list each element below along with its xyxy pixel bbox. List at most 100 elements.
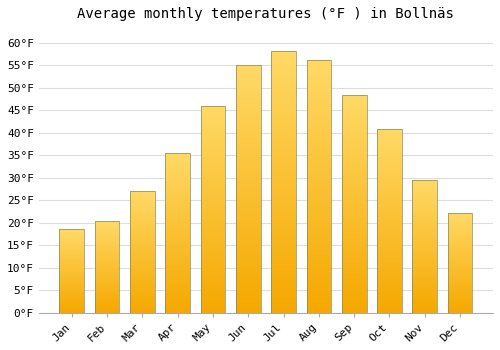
Bar xyxy=(377,294,402,296)
Bar xyxy=(60,284,84,285)
Bar xyxy=(342,127,366,130)
Bar xyxy=(60,230,84,231)
Bar xyxy=(200,186,226,188)
Bar xyxy=(306,60,331,313)
Bar xyxy=(306,156,331,159)
Bar xyxy=(271,263,296,266)
Bar xyxy=(200,248,226,251)
Bar xyxy=(306,212,331,214)
Bar xyxy=(271,195,296,197)
Bar xyxy=(306,159,331,161)
Bar xyxy=(412,181,437,182)
Bar xyxy=(448,298,472,299)
Bar xyxy=(377,311,402,313)
Bar xyxy=(166,282,190,284)
Bar xyxy=(60,256,84,257)
Bar xyxy=(166,295,190,297)
Bar xyxy=(130,309,155,310)
Bar xyxy=(94,261,120,262)
Bar xyxy=(377,142,402,144)
Bar xyxy=(271,119,296,122)
Bar xyxy=(306,68,331,70)
Bar xyxy=(60,244,84,245)
Bar xyxy=(130,255,155,257)
Bar xyxy=(166,270,190,271)
Bar xyxy=(166,308,190,309)
Bar xyxy=(166,243,190,244)
Bar xyxy=(342,130,366,132)
Bar xyxy=(448,281,472,282)
Bar xyxy=(236,266,260,268)
Bar xyxy=(236,134,260,137)
Bar xyxy=(60,264,84,265)
Bar xyxy=(60,265,84,266)
Bar xyxy=(412,292,437,293)
Bar xyxy=(94,246,120,247)
Bar xyxy=(342,265,366,267)
Bar xyxy=(200,139,226,141)
Bar xyxy=(236,256,260,258)
Bar xyxy=(271,310,296,313)
Bar xyxy=(412,307,437,309)
Bar xyxy=(236,80,260,82)
Bar xyxy=(200,273,226,275)
Bar xyxy=(60,262,84,264)
Bar xyxy=(377,156,402,158)
Bar xyxy=(377,138,402,140)
Bar xyxy=(271,130,296,132)
Bar xyxy=(130,277,155,279)
Bar xyxy=(342,152,366,154)
Bar xyxy=(200,170,226,172)
Bar xyxy=(200,118,226,120)
Bar xyxy=(200,136,226,139)
Bar xyxy=(166,309,190,311)
Bar xyxy=(60,267,84,268)
Bar xyxy=(60,286,84,287)
Bar xyxy=(342,108,366,110)
Bar xyxy=(236,263,260,266)
Bar xyxy=(412,187,437,188)
Bar xyxy=(236,107,260,110)
Bar xyxy=(306,300,331,302)
Bar xyxy=(200,193,226,195)
Bar xyxy=(166,231,190,233)
Bar xyxy=(306,133,331,136)
Bar xyxy=(94,268,120,269)
Bar xyxy=(166,201,190,203)
Bar xyxy=(412,213,437,214)
Bar xyxy=(342,291,366,293)
Bar xyxy=(200,234,226,236)
Bar xyxy=(236,72,260,75)
Bar xyxy=(130,221,155,222)
Bar xyxy=(448,247,472,248)
Bar xyxy=(377,303,402,305)
Bar xyxy=(412,241,437,242)
Bar xyxy=(342,273,366,275)
Bar xyxy=(200,110,226,112)
Bar xyxy=(94,264,120,265)
Bar xyxy=(412,249,437,250)
Bar xyxy=(412,247,437,249)
Bar xyxy=(271,255,296,258)
Bar xyxy=(166,174,190,176)
Bar xyxy=(236,65,260,313)
Bar xyxy=(130,211,155,212)
Bar xyxy=(306,280,331,282)
Bar xyxy=(130,295,155,297)
Bar xyxy=(236,105,260,107)
Bar xyxy=(60,307,84,308)
Bar xyxy=(271,226,296,229)
Bar xyxy=(412,290,437,292)
Bar xyxy=(306,88,331,90)
Bar xyxy=(200,120,226,122)
Bar xyxy=(236,117,260,120)
Bar xyxy=(271,51,296,54)
Bar xyxy=(94,259,120,260)
Bar xyxy=(306,181,331,184)
Bar xyxy=(166,265,190,266)
Bar xyxy=(200,158,226,159)
Bar xyxy=(200,304,226,307)
Bar xyxy=(342,158,366,160)
Bar xyxy=(412,269,437,270)
Bar xyxy=(448,306,472,307)
